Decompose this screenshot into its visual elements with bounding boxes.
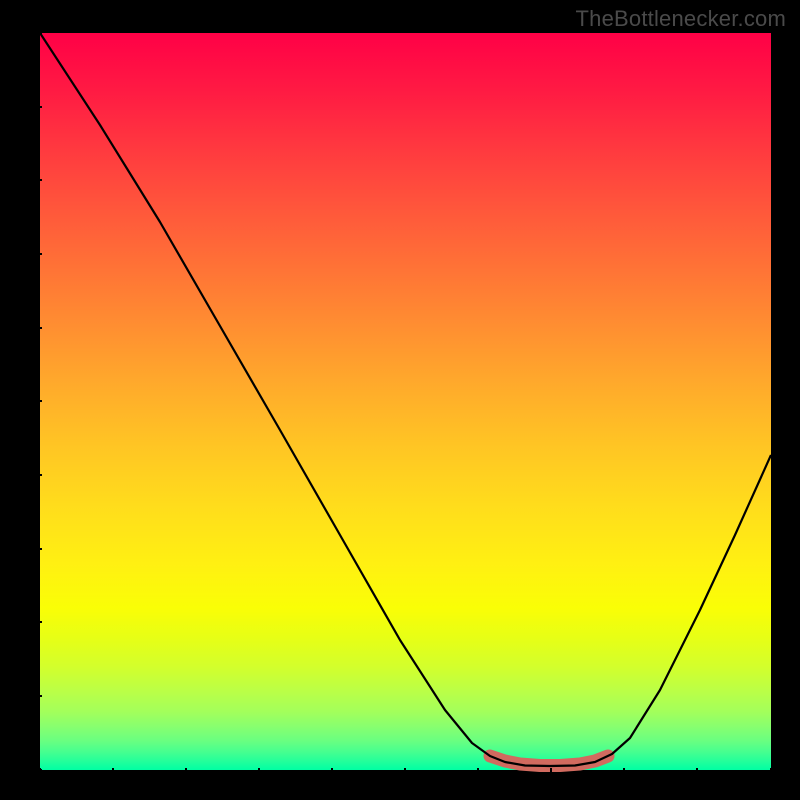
watermark-text: TheBottlenecker.com [576,6,786,32]
chart-container: TheBottlenecker.com [0,0,800,800]
plot-area [40,33,771,770]
bottleneck-chart [0,0,800,800]
